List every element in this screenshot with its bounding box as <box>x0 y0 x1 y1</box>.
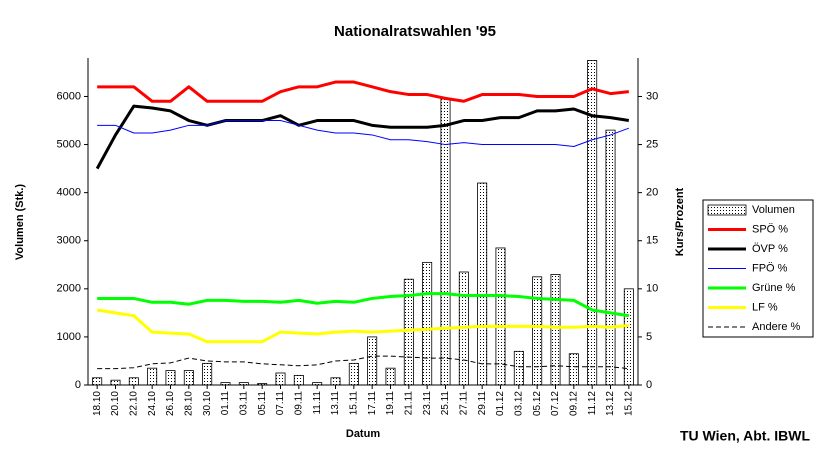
x-tick-label: 27.11 <box>458 391 469 416</box>
bar <box>623 288 634 386</box>
x-tick-label: 20.10 <box>110 391 121 416</box>
legend-label: FPÖ % <box>752 262 788 274</box>
line <box>97 120 630 147</box>
x-tick-label: 01.11 <box>220 391 231 416</box>
x-tick-label: 15.11 <box>348 391 359 416</box>
x-tick-label: 07.11 <box>275 391 286 416</box>
bar <box>568 353 579 386</box>
x-tick-label: 09.12 <box>568 391 579 416</box>
line <box>97 80 629 103</box>
y2-tick-label: 20 <box>646 187 658 199</box>
chart-title: Nationalratswahlen '95 <box>334 23 496 40</box>
x-tick-label: 17.11 <box>367 391 378 416</box>
x-tick-label: 28.10 <box>183 391 194 416</box>
x-tick-label: 05.11 <box>257 391 268 416</box>
x-tick-label: 11.12 <box>587 391 598 416</box>
legend-label: LF % <box>752 301 778 313</box>
y-tick-label: 5000 <box>57 138 81 150</box>
x-tick-label: 19.11 <box>385 391 396 416</box>
line <box>96 308 629 344</box>
bar <box>348 362 359 386</box>
x-tick-label: 30.10 <box>202 391 213 416</box>
x-tick-label: 11.11 <box>312 391 323 415</box>
x-tick-label: 01.12 <box>495 391 506 416</box>
line <box>97 355 629 370</box>
bar <box>128 377 139 386</box>
y2-tick-label: 10 <box>646 283 658 295</box>
bar <box>587 60 598 386</box>
bar <box>330 377 341 386</box>
x-tick-label: 13.11 <box>330 391 341 416</box>
bar <box>550 273 561 386</box>
bar <box>385 367 396 386</box>
bar <box>202 362 213 386</box>
x-tick-label: 03.12 <box>513 391 524 416</box>
bar <box>440 98 451 386</box>
y2-tick-label: 5 <box>646 331 652 343</box>
bar <box>513 350 524 386</box>
legend-label: ÖVP % <box>752 243 788 255</box>
x-tick-label: 07.12 <box>550 391 561 416</box>
bar <box>92 377 103 386</box>
bar <box>293 374 304 386</box>
x-tick-label: 23.11 <box>422 391 433 416</box>
x-tick-label: 24.10 <box>147 391 158 416</box>
bar <box>275 372 286 386</box>
x-tick-label: 25.11 <box>440 391 451 416</box>
y2-tick-label: 0 <box>646 379 652 391</box>
y2-tick-label: 30 <box>646 90 658 102</box>
x-tick-label: 21.11 <box>403 391 414 416</box>
x-tick-label: 03.11 <box>238 391 249 416</box>
bar <box>183 370 194 386</box>
y-axis-title: Volumen (Stk.) <box>14 184 26 261</box>
legend-label: Grüne % <box>752 282 796 294</box>
bar <box>477 182 488 386</box>
legend-label: Andere % <box>752 321 801 333</box>
line <box>97 292 630 318</box>
bar <box>532 276 543 386</box>
bar <box>605 129 616 386</box>
x-axis-title: Datum <box>346 428 380 440</box>
bar <box>110 379 121 386</box>
footer: TU Wien, Abt. IBWL <box>680 428 810 444</box>
bar <box>422 261 433 386</box>
y-tick-label: 4000 <box>57 187 81 199</box>
bar <box>147 367 158 386</box>
y2-tick-label: 15 <box>646 235 658 247</box>
x-tick-label: 15.12 <box>623 391 634 416</box>
y-tick-label: 2000 <box>57 283 81 295</box>
y-tick-label: 0 <box>75 379 81 391</box>
legend-swatch <box>707 204 747 216</box>
y2-axis-title: Kurs/Prozent <box>674 187 686 256</box>
y2-tick-label: 25 <box>646 138 658 150</box>
axes <box>87 58 639 386</box>
bar <box>165 370 176 386</box>
x-tick-label: 22.10 <box>128 391 139 416</box>
x-tick-label: 05.12 <box>532 391 543 416</box>
x-tick-label: 18.10 <box>92 391 103 416</box>
legend-label: Volumen <box>752 204 795 216</box>
line <box>95 104 630 170</box>
bar <box>367 336 378 386</box>
legend-label: SPÖ % <box>752 223 788 235</box>
x-tick-label: 29.11 <box>477 391 488 416</box>
x-tick-label: 13.12 <box>605 391 616 416</box>
x-tick-label: 09.11 <box>293 391 304 416</box>
y-tick-label: 1000 <box>57 331 81 343</box>
y-tick-label: 3000 <box>57 235 81 247</box>
y-tick-label: 6000 <box>57 90 81 102</box>
x-tick-label: 26.10 <box>165 391 176 416</box>
